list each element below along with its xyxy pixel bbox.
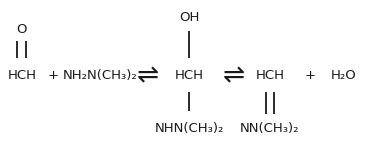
Text: NH₂N(CH₃)₂: NH₂N(CH₃)₂ <box>63 69 138 82</box>
Text: HCH: HCH <box>175 69 203 82</box>
Text: ⇌: ⇌ <box>223 63 245 89</box>
Text: NN(CH₃)₂: NN(CH₃)₂ <box>240 122 300 135</box>
Text: OH: OH <box>179 11 199 24</box>
Text: HCH: HCH <box>8 69 36 82</box>
Text: +: + <box>47 69 59 82</box>
Text: H₂O: H₂O <box>331 69 357 82</box>
Text: HCH: HCH <box>256 69 284 82</box>
Text: ⇌: ⇌ <box>136 63 158 89</box>
Text: NHN(CH₃)₂: NHN(CH₃)₂ <box>154 122 224 135</box>
Text: O: O <box>17 23 27 36</box>
Text: +: + <box>304 69 316 82</box>
